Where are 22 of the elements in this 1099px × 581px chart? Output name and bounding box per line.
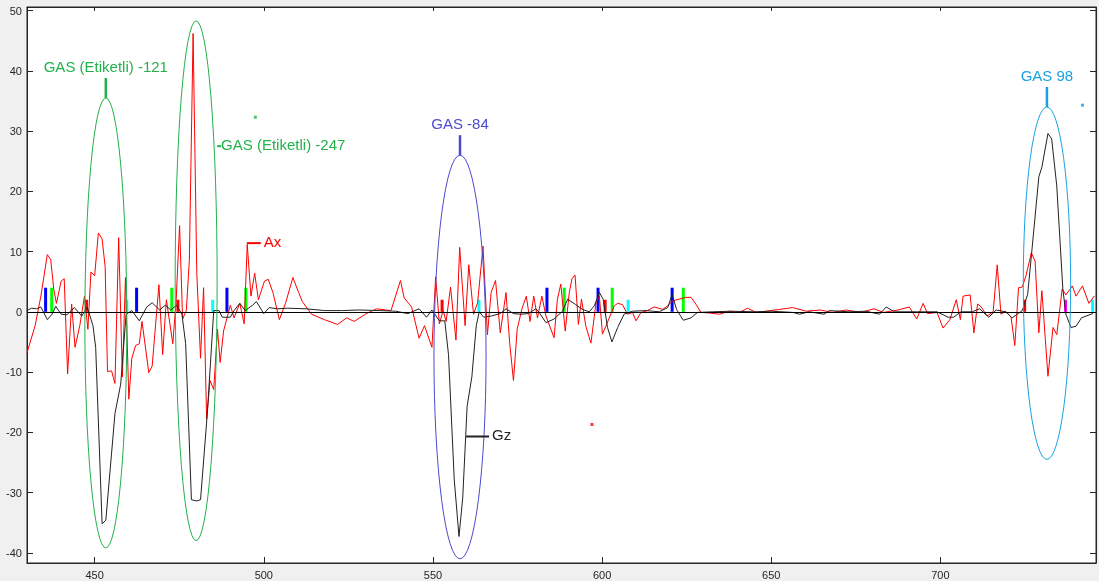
annotation: GAS -84 — [431, 115, 489, 133]
x-tick-label: 500 — [254, 568, 273, 581]
annotation: GAS (Etiketli) -247 — [221, 136, 346, 154]
y-tick-label: 20 — [9, 185, 22, 198]
y-tick-label: -30 — [6, 486, 22, 499]
annotation: GAS (Etiketli) -121 — [43, 57, 168, 75]
y-tick-label: 50 — [9, 4, 22, 17]
y-tick-label: 0 — [15, 305, 22, 318]
y-tick-label: -20 — [6, 426, 22, 439]
y-tick-label: 40 — [9, 64, 22, 77]
x-tick-label: 450 — [85, 568, 104, 581]
annotation: GAS 98 — [1020, 66, 1074, 84]
legend-label: Ax — [263, 233, 282, 251]
y-tick-label: 10 — [9, 245, 22, 258]
x-tick-label: 550 — [423, 568, 443, 581]
y-tick-label: -40 — [6, 546, 22, 559]
x-tick-label: 600 — [592, 568, 612, 581]
y-tick-label: 30 — [9, 125, 22, 138]
legend-label: Gz — [492, 426, 512, 444]
x-tick-label: 650 — [762, 568, 781, 581]
y-tick-label: -10 — [6, 366, 22, 379]
x-tick-label: 700 — [931, 568, 950, 581]
